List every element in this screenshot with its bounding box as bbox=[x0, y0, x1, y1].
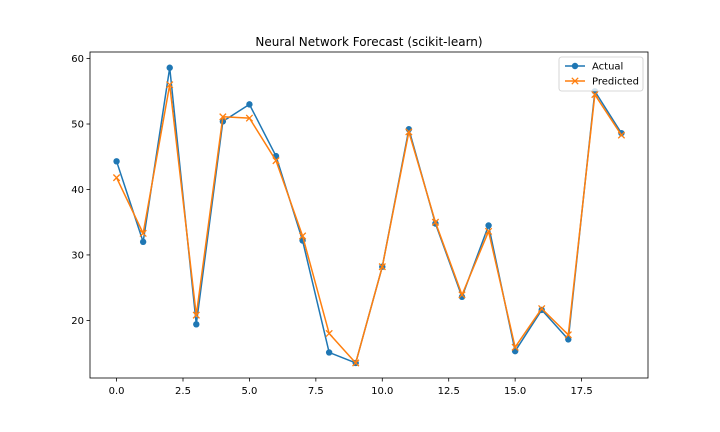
data-point-predicted bbox=[325, 329, 333, 338]
chart-title: Neural Network Forecast (scikit-learn) bbox=[255, 35, 482, 49]
data-point-predicted bbox=[139, 229, 147, 237]
data-point-predicted bbox=[192, 311, 200, 319]
data-point-predicted bbox=[219, 113, 227, 121]
y-tick-label: 40 bbox=[71, 185, 84, 196]
data-point-actual bbox=[485, 222, 492, 229]
legend-label-predicted: Predicted bbox=[592, 77, 639, 88]
data-point-predicted bbox=[166, 81, 174, 89]
data-point-predicted bbox=[112, 174, 121, 182]
data-point-actual bbox=[325, 349, 333, 356]
data-point-actual bbox=[565, 336, 572, 343]
legend-marker-predicted bbox=[571, 77, 579, 85]
data-point-actual bbox=[113, 158, 120, 165]
data-point-predicted bbox=[458, 291, 466, 299]
data-point-actual bbox=[458, 293, 466, 301]
legend-label-actual: Actual bbox=[592, 62, 623, 73]
data-point-predicted bbox=[591, 90, 599, 99]
series-line-predicted bbox=[115, 83, 623, 364]
x-tick-label: 0.0 bbox=[109, 386, 125, 397]
axes-frame bbox=[89, 51, 649, 379]
x-tick-label: 7.5 bbox=[308, 386, 324, 397]
data-point-actual bbox=[246, 101, 253, 108]
data-point-predicted bbox=[564, 331, 572, 339]
legend: Actual Predicted bbox=[558, 56, 644, 92]
y-tick-label: 60 bbox=[71, 54, 84, 65]
data-point-actual bbox=[139, 238, 147, 246]
data-point-predicted bbox=[484, 227, 493, 236]
y-tick-label: 50 bbox=[71, 120, 84, 131]
data-point-predicted bbox=[298, 232, 307, 240]
series-points-predicted bbox=[112, 81, 626, 367]
data-point-predicted bbox=[245, 114, 254, 122]
data-point-predicted bbox=[272, 157, 280, 165]
x-tick-label: 10.0 bbox=[371, 386, 393, 397]
data-point-actual bbox=[193, 321, 200, 328]
data-point-predicted bbox=[405, 128, 413, 136]
data-point-predicted bbox=[352, 359, 360, 367]
data-point-predicted bbox=[617, 131, 626, 139]
y-tick-label: 20 bbox=[71, 316, 84, 327]
data-point-predicted bbox=[538, 304, 546, 313]
data-point-actual bbox=[166, 64, 173, 71]
legend-marker-actual bbox=[571, 62, 579, 70]
x-tick-label: 15.0 bbox=[504, 386, 526, 397]
x-tick-label: 2.5 bbox=[175, 386, 191, 397]
x-tick-label: 12.5 bbox=[438, 386, 460, 397]
x-tick-label: 5.0 bbox=[241, 386, 257, 397]
data-point-predicted bbox=[378, 263, 386, 271]
data-point-predicted bbox=[431, 218, 440, 226]
x-tick-label: 17.5 bbox=[570, 386, 592, 397]
data-point-predicted bbox=[511, 343, 519, 351]
y-tick-label: 30 bbox=[71, 250, 84, 261]
plot-area: 0.0 2.5 5.0 7.5 10.0 12.5 15.0 17.5 20 30 40 50 60 bbox=[71, 51, 649, 397]
